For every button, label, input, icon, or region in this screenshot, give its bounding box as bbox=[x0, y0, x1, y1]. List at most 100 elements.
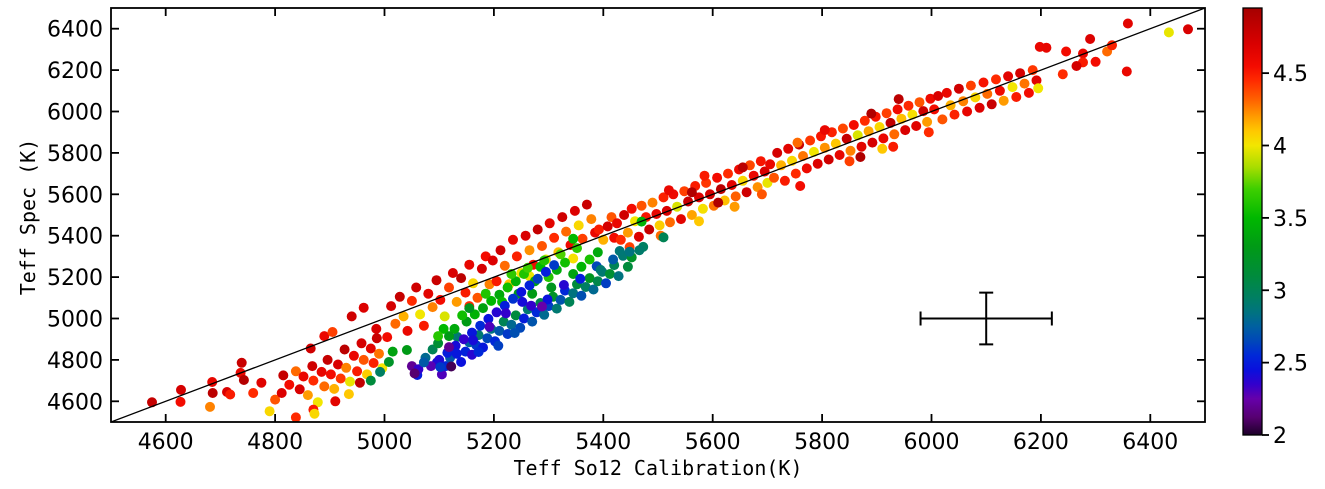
scatter-point bbox=[354, 377, 365, 388]
y-tick-label: 6400 bbox=[47, 18, 103, 43]
scatter-point bbox=[433, 331, 444, 342]
scatter-point bbox=[765, 159, 776, 170]
scatter-point bbox=[974, 102, 985, 113]
scatter-point bbox=[475, 320, 486, 331]
scatter-point bbox=[402, 325, 413, 336]
scatter-point bbox=[309, 408, 320, 419]
scatter-point bbox=[330, 396, 341, 407]
scatter-point bbox=[415, 309, 426, 320]
scatter-point bbox=[658, 192, 669, 203]
scatter-point bbox=[855, 152, 866, 162]
colorbar-tick-label: 4.5 bbox=[1273, 62, 1308, 87]
scatter-point bbox=[676, 214, 686, 225]
scatter-point bbox=[586, 214, 597, 225]
scatter-point bbox=[812, 158, 823, 169]
x-tick-label: 5000 bbox=[357, 430, 413, 455]
scatter-point bbox=[845, 145, 856, 156]
scatter-point bbox=[307, 361, 318, 372]
scatter-point bbox=[892, 104, 903, 115]
scatter-point bbox=[841, 133, 852, 144]
scatter-point bbox=[1033, 83, 1044, 94]
colorbar-tick-label: 4 bbox=[1273, 135, 1287, 160]
scatter-point bbox=[207, 388, 218, 398]
scatter-point bbox=[451, 296, 462, 307]
scatter-point bbox=[577, 233, 588, 244]
scatter-point bbox=[386, 301, 397, 312]
scatter-point bbox=[1015, 68, 1026, 79]
scatter-point bbox=[476, 263, 487, 274]
scatter-point bbox=[483, 313, 494, 324]
scatter-point bbox=[558, 280, 569, 290]
scatter-point bbox=[491, 307, 502, 318]
y-tick-label: 5400 bbox=[47, 225, 103, 250]
scatter-point bbox=[1071, 61, 1082, 71]
scatter-point bbox=[290, 412, 301, 423]
scatter-point bbox=[658, 232, 669, 243]
x-tick-label: 4800 bbox=[247, 430, 303, 455]
scatter-point bbox=[460, 287, 471, 298]
scatter-point bbox=[423, 288, 434, 299]
scatter-point bbox=[498, 316, 509, 327]
scatter-point bbox=[236, 357, 247, 368]
scatter-point bbox=[418, 357, 429, 368]
scatter-point bbox=[644, 224, 655, 235]
scatter-point bbox=[783, 143, 794, 154]
scatter-point bbox=[755, 156, 766, 167]
scatter-point bbox=[772, 147, 783, 158]
scatter-point bbox=[383, 357, 394, 367]
scatter-point bbox=[602, 221, 613, 232]
colorbar-tick-label: 2 bbox=[1273, 424, 1287, 449]
scatter-point bbox=[539, 309, 550, 320]
scatter-point bbox=[633, 231, 644, 242]
scatter-point bbox=[978, 77, 989, 88]
scatter-point bbox=[524, 280, 535, 291]
x-axis-label: Teff So12 Calibration(K) bbox=[513, 456, 803, 480]
scatter-point bbox=[411, 282, 422, 293]
scatter-point bbox=[238, 375, 249, 385]
scatter-point bbox=[937, 114, 948, 125]
scatter-point bbox=[508, 234, 518, 245]
scatter-point bbox=[319, 331, 330, 342]
scatter-point bbox=[335, 373, 346, 384]
scatter-point bbox=[319, 381, 330, 392]
scatter-point bbox=[329, 383, 340, 394]
scatter-point bbox=[1061, 46, 1072, 57]
scatter-point bbox=[557, 212, 568, 223]
scatter-point bbox=[624, 246, 635, 257]
scatter-point bbox=[546, 282, 557, 293]
scatter-point bbox=[933, 91, 944, 101]
scatter-point bbox=[560, 257, 570, 268]
scatter-point bbox=[537, 301, 547, 312]
scatter-point bbox=[866, 108, 877, 119]
scatter-point bbox=[339, 344, 350, 355]
scatter-point bbox=[679, 186, 690, 197]
scatter-point bbox=[877, 143, 888, 154]
scatter-point bbox=[856, 141, 867, 152]
scatter-point bbox=[1019, 78, 1030, 89]
scatter-point bbox=[752, 182, 763, 193]
y-tick-label: 4800 bbox=[47, 349, 103, 374]
colorbar-gradient bbox=[1242, 7, 1263, 436]
scatter-point bbox=[298, 371, 309, 382]
scatter-point bbox=[592, 276, 603, 287]
scatter-point bbox=[484, 321, 495, 332]
plot-border bbox=[110, 7, 1206, 423]
scatter-point bbox=[447, 268, 458, 278]
scatter-point bbox=[805, 135, 816, 146]
scatter-point bbox=[532, 224, 543, 235]
scatter-point bbox=[510, 276, 521, 287]
scatter-point bbox=[608, 254, 619, 265]
scatter-point bbox=[456, 273, 467, 284]
scatter-point bbox=[502, 282, 513, 293]
scatter-point bbox=[499, 260, 510, 271]
scatter-point bbox=[352, 366, 363, 377]
scatter-point bbox=[665, 217, 675, 228]
scatter-point bbox=[699, 170, 710, 181]
scatter-point bbox=[409, 368, 420, 379]
scatter-point bbox=[493, 340, 504, 351]
scatter-point bbox=[418, 320, 429, 331]
scatter-point bbox=[517, 296, 528, 307]
x-tick-label: 6400 bbox=[1122, 430, 1178, 455]
scatter-point bbox=[819, 142, 830, 153]
scatter-point bbox=[614, 246, 625, 256]
